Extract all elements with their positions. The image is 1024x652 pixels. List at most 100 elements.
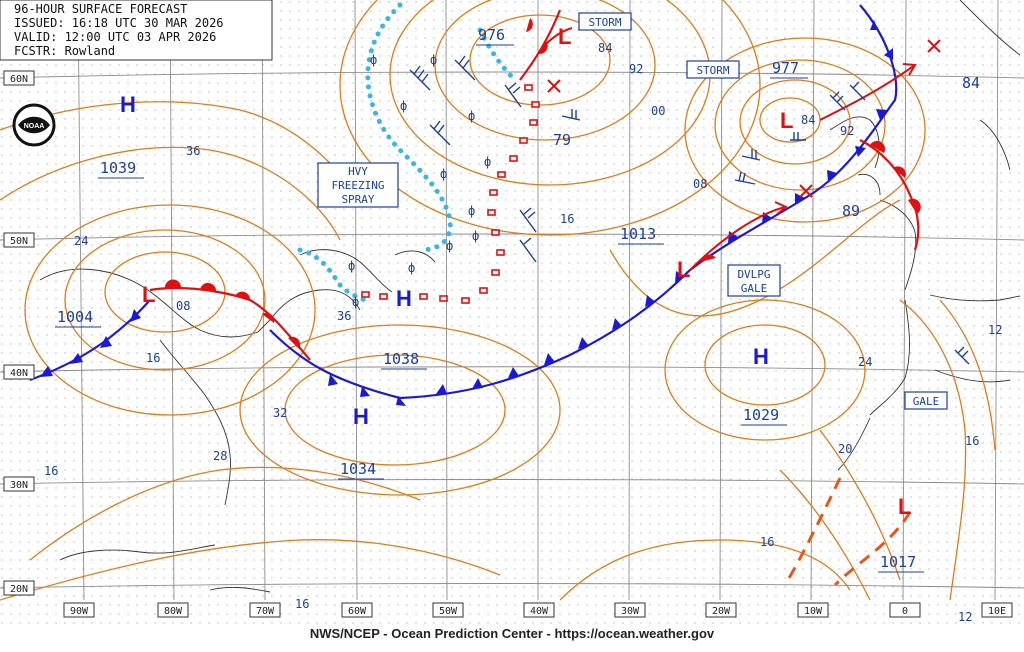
storm-label: STORM [696,64,729,77]
isobar-label: 16 [965,434,979,448]
svg-text:ф: ф [408,261,415,275]
gale-label: GALE [913,395,940,408]
footer-band [0,625,1024,652]
svg-text:ф: ф [370,53,377,67]
isobar-label: 79 [553,131,571,149]
pressure-value: 1039 [100,159,136,177]
low-symbol: L [898,494,911,519]
svg-text:ф: ф [468,204,475,218]
graticule [0,0,1024,601]
isobar-label: 24 [858,355,872,369]
svg-text:ф: ф [348,259,355,273]
isobar-label: 89 [842,202,860,220]
freezing-spray-label: HVY [348,165,368,178]
svg-text:ф: ф [430,53,437,67]
header-forecaster: FCSTR: Rowland [14,44,115,58]
latitude-labels: 60N 50N 40N 30N 20N [3,70,35,596]
isobar-label: 84 [598,41,612,55]
pressure-center-symbols: H L H H L L L H L [120,24,911,519]
isobar-label: 16 [295,597,309,611]
lon-label-70w: 70W [256,606,275,617]
isobar-label: 92 [629,62,643,76]
header-issued: ISSUED: 16:18 UTC 30 MAR 2026 [14,16,224,30]
longitude-labels: 90W 80W 70W 60W 50W 40W 30W 20W 10W 0 10… [63,602,1013,618]
pressure-value-underlines [55,44,924,573]
svg-text:ф: ф [400,99,407,113]
isobar-label: 84 [962,74,980,92]
ice-edge [297,2,518,303]
high-symbol: H [753,344,769,369]
high-symbol: H [396,286,412,311]
svg-text:ф: ф [472,229,479,243]
isobar-label: 24 [74,234,88,248]
low-symbol: L [142,282,155,307]
cold-front [29,4,898,406]
isobar-label: 00 [651,104,665,118]
isobar-label: 12 [958,610,972,624]
lon-label-0: 0 [902,606,908,617]
lon-label-50w: 50W [439,606,458,617]
noaa-logo-text: NOAA [24,123,45,130]
isobar-label: 08 [176,299,190,313]
storm-tracks [544,27,917,271]
lon-label-20w: 20W [712,606,731,617]
high-symbol: H [353,404,369,429]
isobar-label: 12 [988,323,1002,337]
lat-label-40n: 40N [10,368,28,379]
isobar-labels: 36 24 08 16 36 32 28 16 84 92 00 79 16 0… [44,41,1002,624]
warm-front [149,9,921,361]
ice-accretion-symbols: ффф ффф ффф ффф [348,53,491,309]
noaa-logo: NOAA [12,103,56,147]
header-title: 96-HOUR SURFACE FORECAST [14,2,187,16]
svg-text:ф: ф [440,167,447,181]
storm-label: STORM [588,16,621,29]
developing-gale-label: DVLPG [737,268,770,281]
lat-label-30n: 30N [10,480,28,491]
lat-label-50n: 50N [10,236,28,247]
pressure-value: 976 [478,26,505,44]
isobar-label: 92 [840,124,854,138]
lon-label-60w: 60W [348,606,367,617]
isobar-label: 28 [213,449,227,463]
svg-text:ф: ф [352,295,359,309]
lon-label-30w: 30W [621,606,640,617]
low-symbol: L [677,257,690,282]
freezing-spray-label: FREEZING [332,179,385,192]
isobar-label: 32 [273,406,287,420]
pressure-value: 1013 [620,225,656,243]
pressure-center-values: 1039 1004 1038 1034 976 977 1013 1029 10… [57,26,916,571]
future-positions [547,39,941,198]
warning-labels: HVY FREEZING SPRAY STORM STORM DVLPG GAL… [317,12,948,410]
isobar-label: 16 [146,351,160,365]
high-symbol: H [120,92,136,117]
lat-label-20n: 20N [10,584,28,595]
pressure-value: 1034 [340,460,376,478]
pressure-value: 977 [772,59,799,77]
lon-label-90w: 90W [70,606,89,617]
low-symbol: L [558,24,571,49]
lon-label-10e: 10E [988,606,1006,617]
trough-dashed [783,477,912,587]
isobar-label: 20 [838,442,852,456]
isobar-label: 16 [44,464,58,478]
header-valid: VALID: 12:00 UTC 03 APR 2026 [14,30,216,44]
header-box: 96-HOUR SURFACE FORECAST ISSUED: 16:18 U… [0,0,273,61]
lat-label-60n: 60N [10,74,28,85]
pressure-value: 1029 [743,406,779,424]
freezing-spray-label: SPRAY [341,193,374,206]
svg-text:ф: ф [446,239,453,253]
isobar-label: 36 [186,144,200,158]
lon-label-10w: 10W [804,606,823,617]
pressure-value: 1038 [383,350,419,368]
isobar-label: 84 [801,113,815,127]
svg-text:ф: ф [468,109,475,123]
isobar-label: 16 [560,212,574,226]
low-symbol: L [780,108,793,133]
pressure-value: 1004 [57,308,93,326]
lon-label-80w: 80W [164,606,183,617]
isobar-label: 08 [693,177,707,191]
isobar-label: 16 [760,535,774,549]
isobar-label: 36 [337,309,351,323]
